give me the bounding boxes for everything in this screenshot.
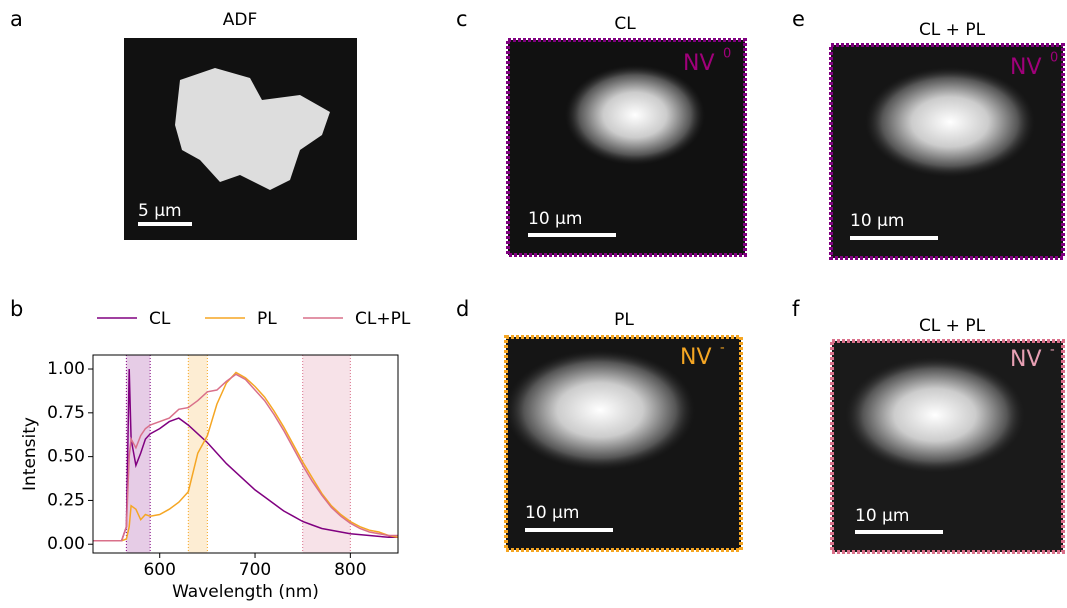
legend-label: CL+PL — [355, 309, 411, 329]
panel-title: CL — [614, 14, 636, 34]
spectrum-line — [93, 373, 398, 542]
panel-letter: e — [792, 7, 805, 31]
nv-charge: 0 — [723, 47, 731, 62]
spectrum-chart: 600 700 800 0.00 0.25 0.50 0.75 1.00 Wavelength … — [20, 309, 411, 602]
y-tick-label: 0.75 — [47, 403, 85, 423]
scale-bar — [525, 528, 613, 532]
y-axis-label: Intensity — [20, 417, 40, 491]
scale-label: 10 µm — [855, 506, 909, 526]
legend-label: PL — [257, 309, 277, 329]
y-tick-label: 1.00 — [47, 359, 85, 379]
spectrum-line — [93, 371, 399, 542]
y-tick-label: 0.25 — [47, 490, 85, 510]
nv-label: NV — [1010, 347, 1042, 372]
scale-label: 10 µm — [528, 209, 582, 229]
emission-spot — [565, 65, 705, 165]
panel-letter: a — [10, 7, 23, 31]
emission-spot — [845, 357, 1025, 473]
panel-title: PL — [614, 310, 634, 330]
nv-label: NV — [683, 51, 715, 76]
scale-label: 10 µm — [525, 503, 579, 523]
nv-charge: 0 — [1050, 51, 1058, 66]
scale-bar — [855, 530, 943, 534]
panel-letter: f — [792, 297, 800, 321]
x-tick-label: 700 — [239, 560, 271, 580]
nv-label: NV — [1010, 55, 1042, 80]
emission-spot — [865, 67, 1035, 177]
legend-label: CL — [149, 309, 171, 329]
panel-title: CL + PL — [919, 316, 986, 336]
y-tick-label: 0.00 — [47, 534, 85, 554]
scale-label: 5 µm — [138, 201, 182, 221]
x-tick-label: 600 — [143, 560, 175, 580]
nv-label: NV — [680, 345, 712, 370]
adf-flake — [175, 68, 330, 190]
panel-letter: c — [456, 7, 468, 31]
panel-title: ADF — [223, 10, 258, 30]
scale-bar — [528, 233, 616, 237]
scale-bar — [138, 222, 192, 226]
plot-frame — [92, 354, 399, 554]
nv-charge: - — [1050, 343, 1055, 358]
emission-spot — [505, 350, 695, 470]
panel-title: CL + PL — [919, 20, 986, 40]
panel-letter: d — [456, 297, 469, 321]
nv-charge: - — [720, 341, 725, 356]
shaded-band — [302, 355, 351, 553]
scale-label: 10 µm — [850, 211, 904, 231]
y-tick-label: 0.50 — [47, 447, 85, 467]
scale-bar — [850, 236, 938, 240]
x-axis-label: Wavelength (nm) — [172, 582, 319, 602]
panel-letter: b — [10, 297, 23, 321]
shaded-band — [126, 355, 151, 553]
x-tick-label: 800 — [334, 560, 366, 580]
